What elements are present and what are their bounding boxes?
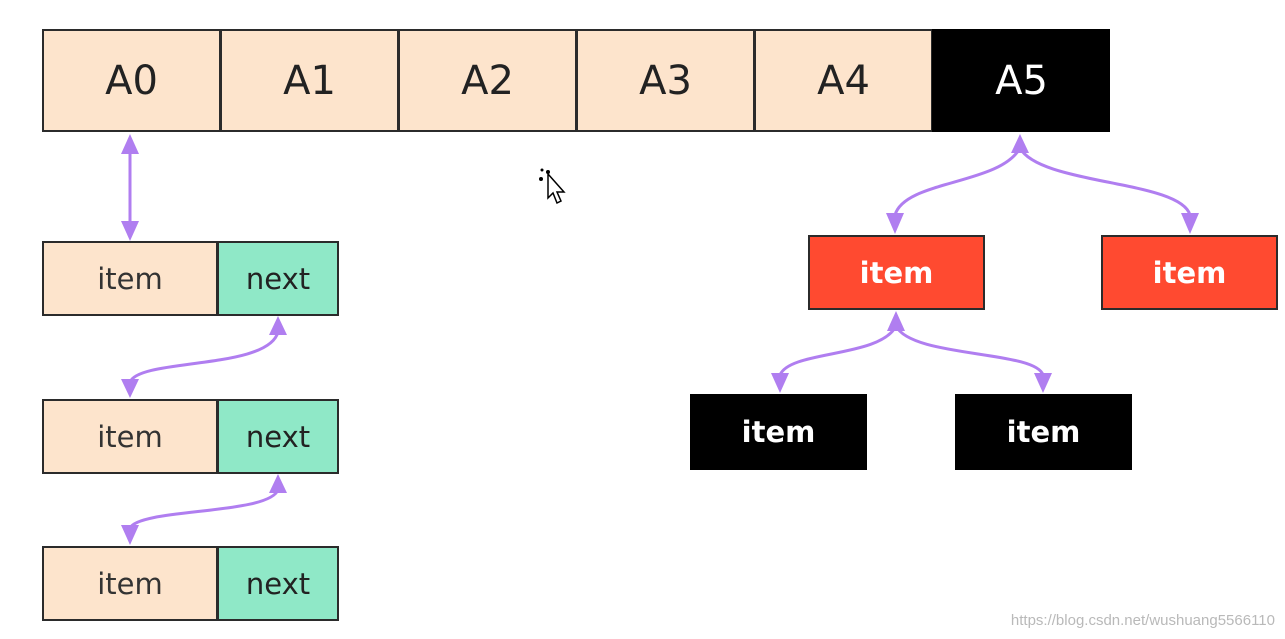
array-cell-a2: A2 [398, 29, 576, 132]
list-node-3-next: next [217, 546, 339, 621]
array-cell-a0: A0 [42, 29, 220, 132]
array-cell-a3: A3 [576, 29, 754, 132]
tree-node-left-black: item [690, 394, 867, 470]
list-node-2-item: item [42, 399, 218, 474]
array-cell-a5: A5 [932, 29, 1110, 132]
list-link-1-2-arrow [121, 316, 287, 398]
list-node-2-next: next [217, 399, 339, 474]
tree-branch-arrows [771, 311, 1052, 393]
list-node-1-next: next [217, 241, 339, 316]
array-cell-a4: A4 [754, 29, 932, 132]
tree-node-right-red: item [1101, 235, 1278, 310]
tree-node-right-black: item [955, 394, 1132, 470]
move-cursor-icon [539, 168, 566, 205]
tree-node-left-red: item [808, 235, 985, 310]
a5-to-tree-arrows [886, 134, 1199, 234]
a0-to-list-arrow [121, 134, 139, 241]
array-cell-a1: A1 [220, 29, 398, 132]
list-node-1-item: item [42, 241, 218, 316]
list-link-2-3-arrow [121, 474, 287, 545]
watermark-url: https://blog.csdn.net/wushuang5566110 [1010, 612, 1275, 629]
